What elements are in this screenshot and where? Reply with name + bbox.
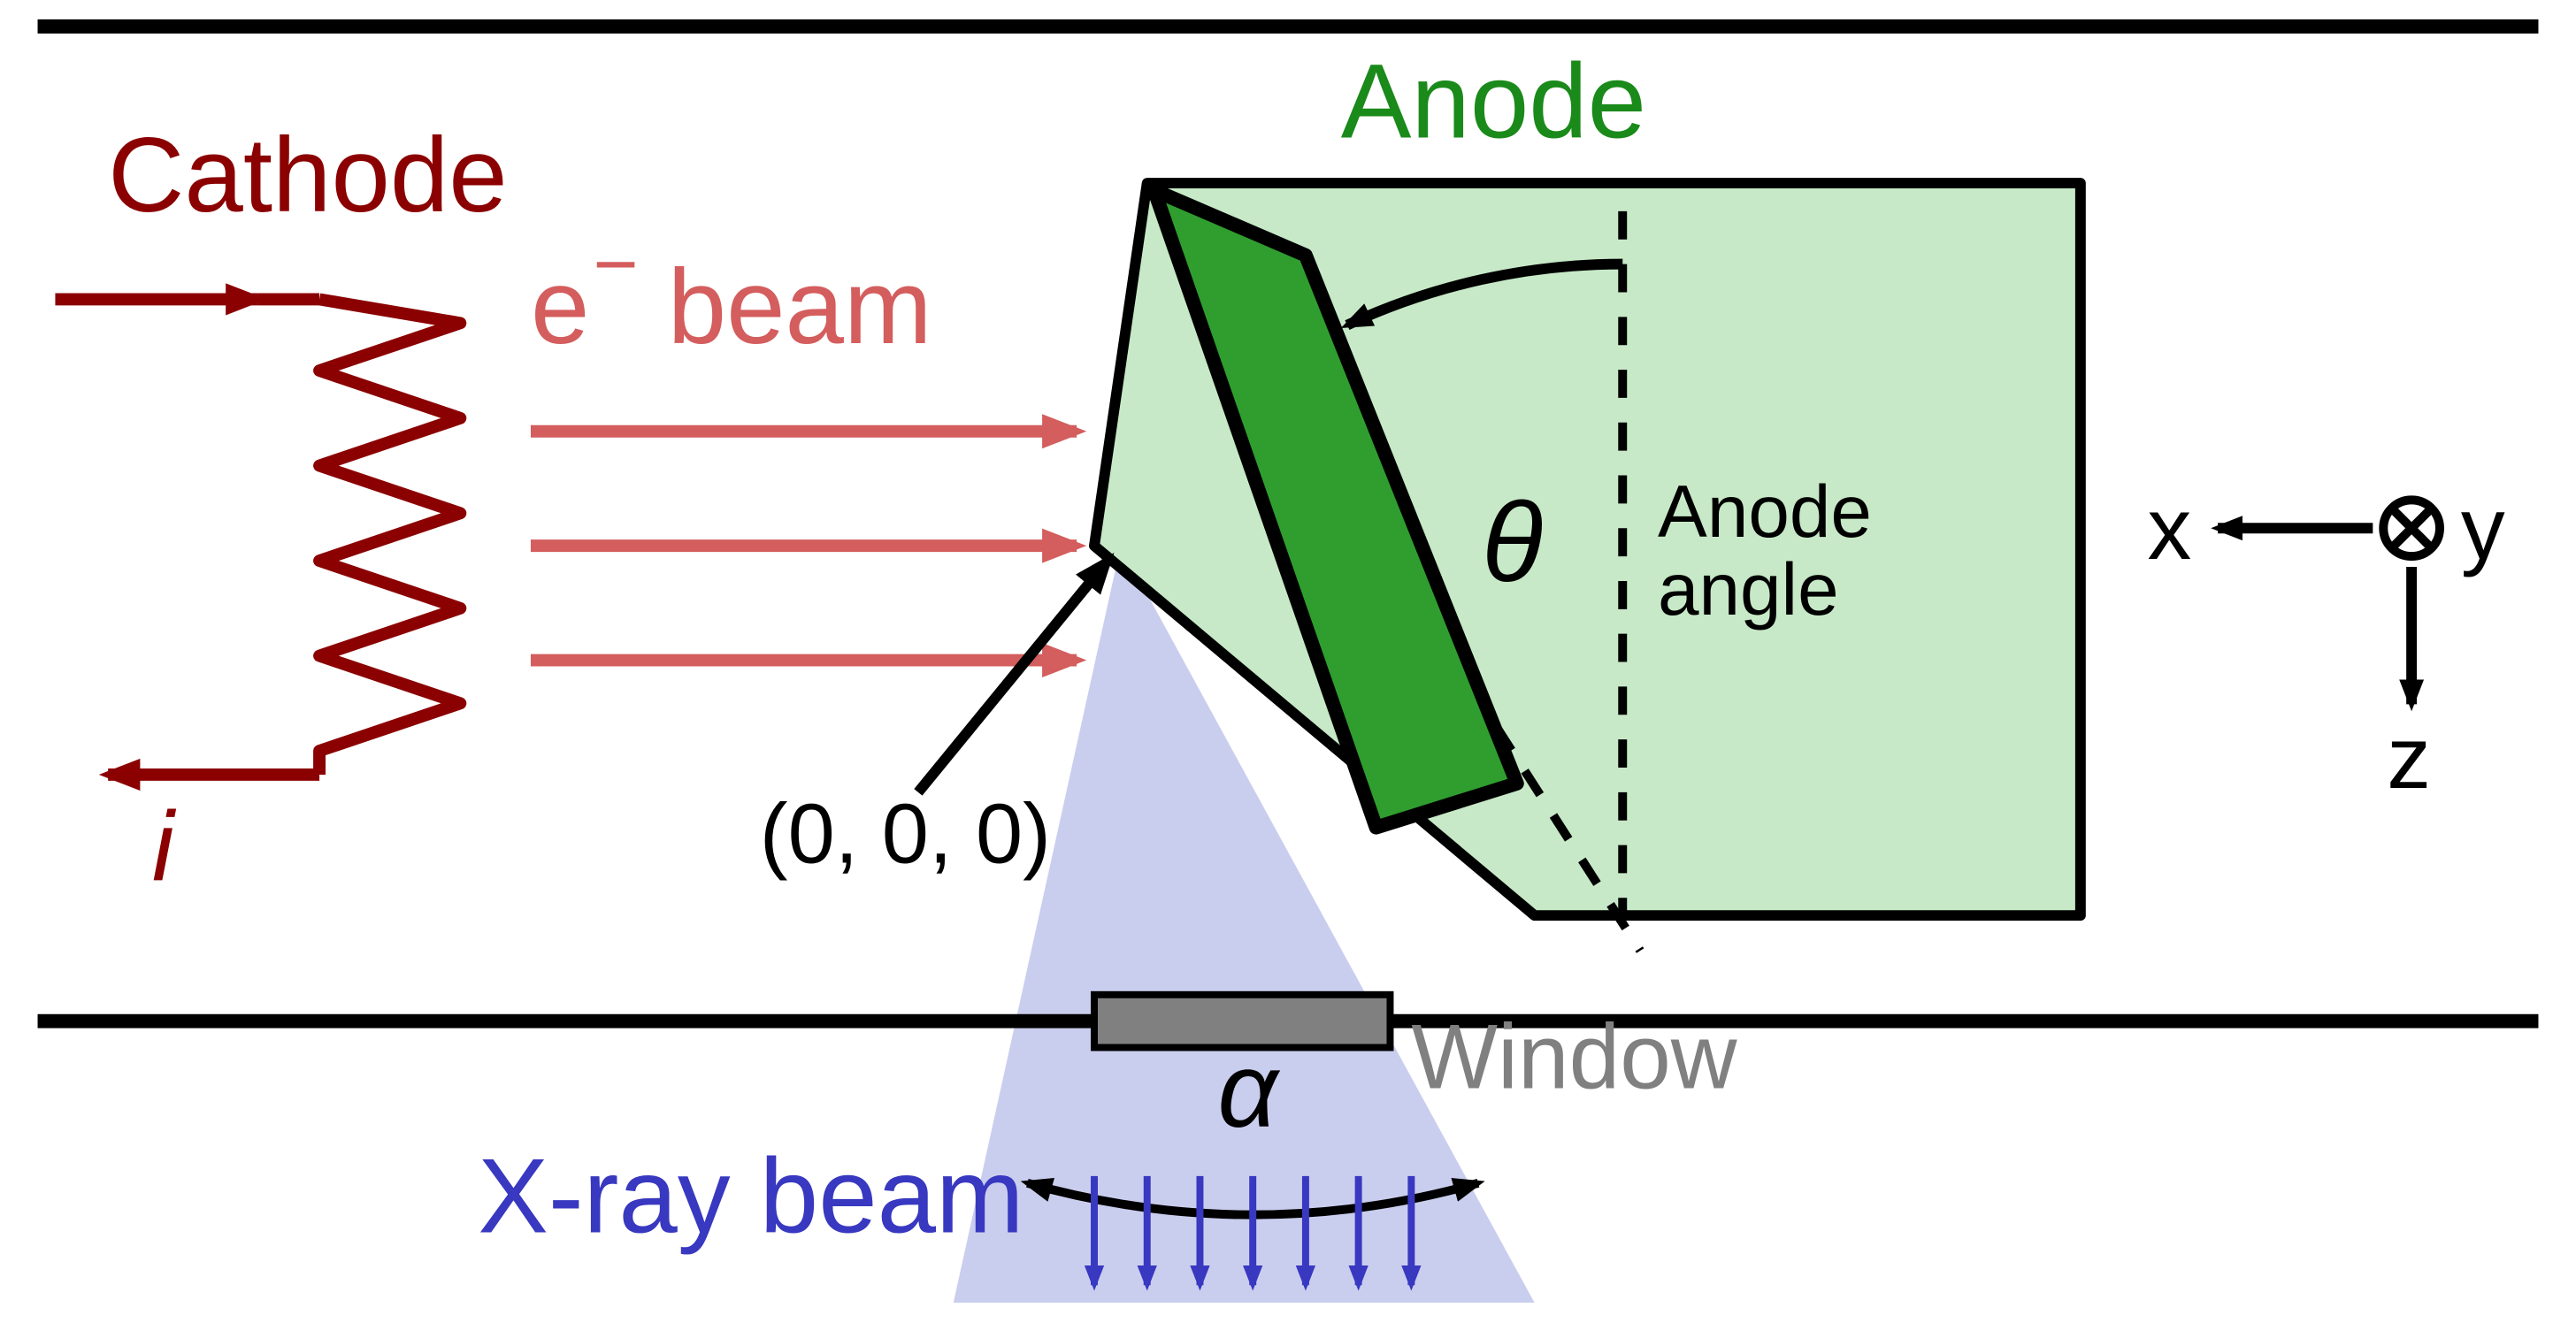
anode-angle-label-2: angle — [1658, 547, 1839, 631]
anode-title: Anode — [1341, 42, 1646, 160]
cathode-filament — [319, 299, 460, 775]
xray-label: X-ray beam — [478, 1138, 1024, 1256]
origin-label: (0, 0, 0) — [760, 787, 1051, 881]
cathode-current-label: i — [152, 791, 177, 901]
axis-y-label: y — [2461, 480, 2505, 578]
anode-angle-label-1: Anode — [1658, 470, 1872, 553]
alpha-symbol: α — [1217, 1032, 1280, 1150]
theta-symbol: θ — [1482, 479, 1543, 605]
ebeam-label: e− beam — [531, 220, 932, 366]
window-label: Window — [1411, 1005, 1737, 1107]
axis-x-label: x — [2148, 480, 2192, 578]
axis-z-label: z — [2387, 709, 2431, 807]
cathode-title: Cathode — [108, 117, 508, 234]
